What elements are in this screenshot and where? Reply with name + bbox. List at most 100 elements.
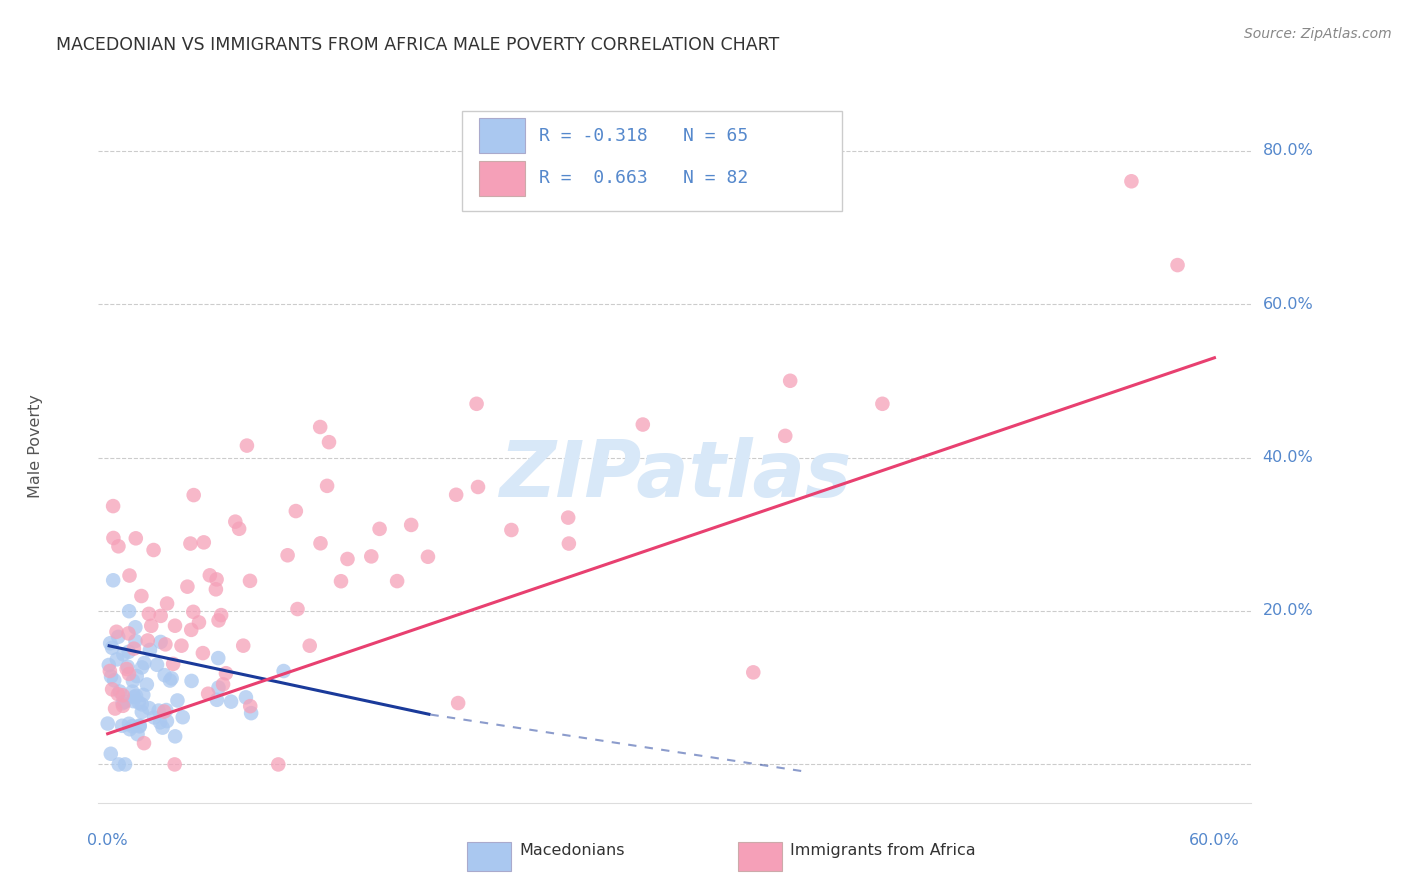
Text: 0.0%: 0.0% [87, 833, 128, 848]
Point [142, 543, 165, 558]
Text: 60.0%: 60.0% [1263, 296, 1313, 311]
Point [118, 568, 141, 582]
Point [131, 589, 153, 603]
Point [118, 716, 141, 731]
Point [336, 552, 359, 566]
Point [114, 695, 136, 709]
Point [287, 602, 309, 616]
Point [128, 719, 150, 733]
Point [198, 568, 221, 582]
Point [156, 714, 179, 728]
Text: 20.0%: 20.0% [1263, 604, 1313, 618]
Point [170, 639, 193, 653]
Point [121, 684, 143, 698]
Text: N = 65: N = 65 [683, 127, 748, 145]
Point [159, 673, 181, 688]
Point [136, 633, 159, 648]
Point [149, 608, 172, 623]
Point [631, 417, 654, 432]
Point [153, 668, 176, 682]
Point [135, 677, 157, 691]
Point [100, 670, 122, 684]
Point [146, 657, 169, 672]
Point [101, 640, 124, 655]
Point [277, 548, 299, 562]
Point [122, 690, 145, 704]
Text: MACEDONIAN VS IMMIGRANTS FROM AFRICA MALE POVERTY CORRELATION CHART: MACEDONIAN VS IMMIGRANTS FROM AFRICA MAL… [56, 36, 779, 54]
Point [107, 539, 129, 553]
Point [132, 688, 155, 702]
Point [132, 736, 155, 750]
Point [118, 645, 141, 659]
Point [122, 694, 145, 708]
Point [207, 651, 229, 665]
Point [188, 615, 211, 630]
Point [155, 703, 177, 717]
Point [298, 639, 321, 653]
Point [127, 727, 149, 741]
Point [872, 397, 894, 411]
FancyBboxPatch shape [479, 161, 524, 196]
Point [131, 705, 153, 719]
Text: R = -0.318: R = -0.318 [538, 127, 648, 145]
Point [180, 673, 202, 688]
Point [172, 710, 194, 724]
Point [97, 716, 120, 731]
Point [112, 648, 135, 662]
Point [125, 669, 148, 683]
Point [557, 510, 579, 524]
Point [141, 619, 163, 633]
Point [416, 549, 439, 564]
Point [149, 635, 172, 649]
Point [181, 605, 204, 619]
Point [124, 620, 146, 634]
Point [156, 597, 179, 611]
Point [235, 690, 257, 705]
Point [368, 522, 391, 536]
Text: 80.0%: 80.0% [1263, 143, 1313, 158]
Point [117, 659, 139, 673]
Point [134, 656, 156, 670]
Text: R =  0.663: R = 0.663 [538, 169, 648, 187]
Point [163, 618, 186, 632]
Point [773, 429, 796, 443]
FancyBboxPatch shape [738, 842, 782, 871]
Point [193, 535, 215, 549]
Point [179, 536, 201, 550]
Point [153, 705, 176, 719]
Point [100, 747, 122, 761]
Point [125, 532, 148, 546]
Point [115, 662, 138, 676]
Point [111, 688, 134, 702]
Point [138, 701, 160, 715]
FancyBboxPatch shape [479, 118, 524, 153]
Point [273, 664, 295, 678]
Text: Source: ZipAtlas.com: Source: ZipAtlas.com [1244, 27, 1392, 41]
Point [205, 693, 228, 707]
Point [444, 488, 467, 502]
Point [122, 641, 145, 656]
Point [166, 693, 188, 707]
Point [138, 607, 160, 621]
Point [558, 536, 581, 550]
Point [240, 706, 263, 721]
Point [107, 687, 129, 701]
Point [98, 636, 121, 650]
Point [465, 397, 488, 411]
Point [149, 715, 172, 730]
Point [385, 574, 408, 588]
Point [360, 549, 382, 564]
Point [103, 673, 125, 688]
Point [165, 730, 187, 744]
Point [212, 677, 235, 691]
Point [399, 517, 422, 532]
FancyBboxPatch shape [461, 111, 842, 211]
Point [1121, 174, 1143, 188]
Point [101, 499, 124, 513]
Point [284, 504, 307, 518]
Point [101, 682, 124, 697]
Point [191, 646, 214, 660]
Point [98, 664, 121, 678]
Point [118, 667, 141, 681]
Point [118, 604, 141, 618]
